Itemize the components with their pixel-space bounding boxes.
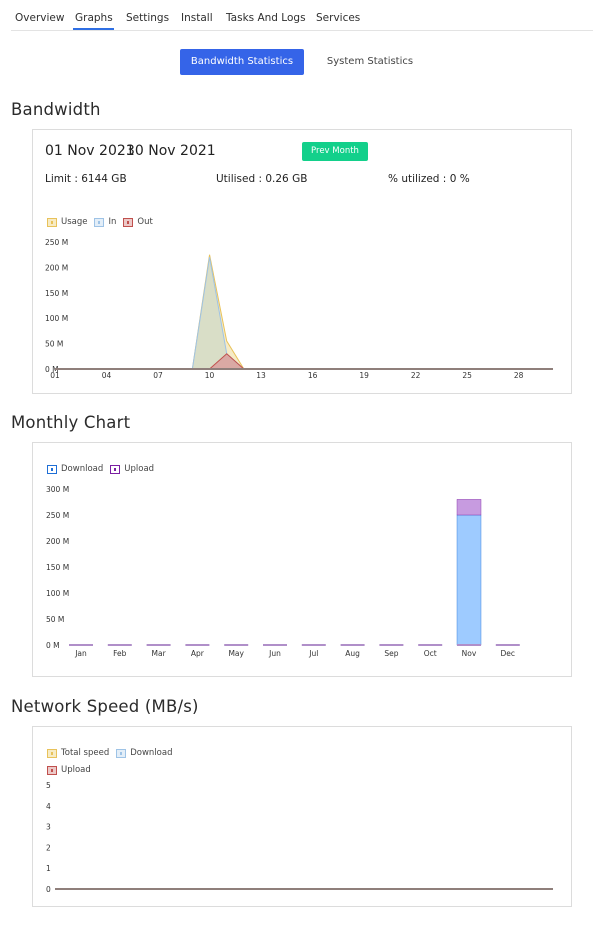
percent-utilized-stat: % utilized : 0 % (388, 173, 470, 185)
x-tick-label: 25 (462, 371, 472, 380)
download-speed-legend-swatch[interactable] (116, 748, 127, 758)
x-tick-label: Jun (268, 649, 281, 658)
total-speed-legend-swatch[interactable] (47, 748, 57, 758)
in-legend-label: In (108, 217, 117, 227)
usage-legend-label: Usage (61, 217, 88, 227)
download-legend-label: Download (61, 464, 104, 474)
series-area-usage (55, 254, 553, 370)
tab-settings[interactable]: Settings (126, 12, 170, 24)
x-tick-label: 07 (153, 371, 163, 380)
in-legend-swatch[interactable] (94, 217, 105, 227)
upload-legend-label: Upload (124, 464, 155, 474)
x-tick-label: Jan (74, 649, 87, 658)
total-speed-legend-label: Total speed (61, 748, 110, 758)
y-tick-label: 5 (46, 781, 51, 790)
end-date: 30 Nov 2021 (126, 143, 216, 159)
bar-download-nov (456, 514, 482, 646)
y-tick-label: 0 M (46, 641, 60, 650)
system-statistics-button[interactable]: System Statistics (326, 56, 414, 67)
limit-stat: Limit : 6144 GB (45, 173, 127, 185)
out-legend-swatch[interactable] (123, 217, 134, 227)
y-tick-label: 150 M (45, 289, 68, 298)
start-date: 01 Nov 2021 (45, 143, 135, 159)
upload-legend-swatch[interactable] (110, 464, 121, 474)
y-tick-label: 4 (46, 802, 51, 811)
x-tick-label: May (228, 649, 244, 658)
x-tick-label: Nov (462, 649, 477, 658)
tab-tasks-and-logs[interactable]: Tasks And Logs (226, 12, 306, 24)
x-tick-label: 19 (359, 371, 369, 380)
monthly-chart-title: Monthly Chart (11, 413, 131, 432)
bandwidth-legend: Usage In Out (47, 217, 160, 227)
bar-upload-nov (456, 499, 482, 516)
monthly-legend: Download Upload (47, 464, 161, 474)
y-tick-label: 250 M (45, 238, 68, 247)
y-tick-label: 200 M (46, 537, 69, 546)
upload-speed-legend-swatch[interactable] (47, 765, 57, 775)
x-tick-label: Aug (345, 649, 360, 658)
network-speed-title: Network Speed (MB/s) (11, 697, 199, 716)
bandwidth-card: 01 Nov 2021 30 Nov 2021 Prev Month Limit… (32, 129, 572, 394)
x-tick-label: 16 (308, 371, 318, 380)
main-tabs: Overview Graphs Settings Install Tasks A… (11, 0, 593, 31)
prev-month-button[interactable]: Prev Month (302, 142, 368, 161)
network-legend: Total speed Download (47, 748, 180, 758)
network-card: Total speed Download Upload 0 1 2 3 4 5 (32, 726, 572, 907)
download-legend-swatch[interactable] (47, 464, 57, 474)
tab-install[interactable]: Install (181, 12, 213, 24)
y-tick-label: 2 (46, 843, 51, 852)
x-tick-label: Jul (308, 649, 318, 658)
y-tick-label: 300 M (46, 485, 69, 494)
x-tick-label: Apr (191, 649, 205, 658)
tab-services[interactable]: Services (316, 12, 361, 24)
monthly-chart: 0 M 50 M 100 M 150 M 200 M 250 M 300 M Jan Feb Ma… (46, 485, 520, 658)
out-legend-label: Out (137, 217, 153, 227)
utilised-stat: Utilised : 0.26 GB (216, 173, 308, 185)
y-tick-label: 0 (46, 885, 51, 894)
monthly-card: Download Upload 0 M 50 M 100 M 150 M 200 M 25… (32, 442, 572, 677)
tab-graphs[interactable]: Graphs (75, 12, 113, 24)
y-tick-label: 100 M (45, 314, 68, 323)
active-tab-indicator (73, 28, 114, 30)
usage-legend-swatch[interactable] (47, 217, 57, 227)
bandwidth-title: Bandwidth (11, 100, 101, 119)
x-tick-label: Dec (501, 649, 516, 658)
upload-speed-legend-label: Upload (61, 765, 91, 775)
x-tick-label: Sep (384, 649, 398, 658)
y-tick-label: 3 (46, 823, 51, 832)
y-tick-label: 1 (46, 864, 51, 873)
x-tick-label: Mar (152, 649, 167, 658)
x-tick-label: 10 (205, 371, 215, 380)
download-speed-legend-label: Download (130, 748, 173, 758)
y-tick-label: 50 M (45, 340, 63, 349)
y-tick-label: 0 M (45, 365, 59, 374)
y-tick-label: 100 M (46, 589, 69, 598)
x-tick-label: 22 (411, 371, 421, 380)
tab-overview[interactable]: Overview (15, 12, 65, 24)
y-tick-label: 200 M (45, 263, 68, 272)
x-tick-label: 04 (102, 371, 112, 380)
x-tick-label: 28 (514, 371, 524, 380)
series-area-in (55, 257, 553, 370)
network-speed-chart: 0 1 2 3 4 5 (46, 781, 553, 894)
x-tick-label: Feb (113, 649, 127, 658)
network-legend-row2: Upload (47, 765, 98, 775)
y-tick-label: 150 M (46, 563, 69, 572)
x-tick-label: 13 (256, 371, 266, 380)
y-tick-label: 50 M (46, 615, 64, 624)
bandwidth-statistics-button[interactable]: Bandwidth Statistics (180, 49, 304, 75)
x-tick-label: Oct (424, 649, 437, 658)
bandwidth-chart: 0 M 50 M 100 M 150 M 200 M 250 M 01 04 07 10 13 16 1… (45, 238, 553, 380)
series-area-out (55, 353, 553, 370)
x-tick-label: 01 (50, 371, 60, 380)
y-tick-label: 250 M (46, 511, 69, 520)
